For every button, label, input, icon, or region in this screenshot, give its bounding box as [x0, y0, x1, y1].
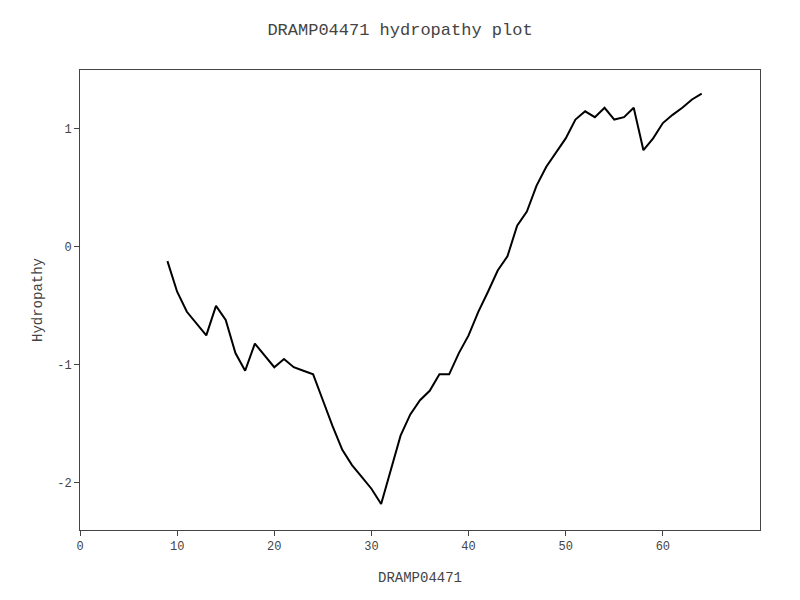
svg-text:DRAMP04471 hydropathy plot: DRAMP04471 hydropathy plot [267, 21, 532, 40]
svg-text:-1: -1 [57, 359, 71, 373]
svg-text:1: 1 [64, 123, 71, 137]
svg-text:-2: -2 [57, 477, 71, 491]
svg-text:30: 30 [364, 540, 378, 554]
svg-text:DRAMP04471: DRAMP04471 [378, 570, 462, 586]
svg-text:20: 20 [267, 540, 281, 554]
svg-text:0: 0 [64, 241, 71, 255]
svg-text:10: 10 [170, 540, 184, 554]
svg-text:60: 60 [656, 540, 670, 554]
svg-text:Hydropathy: Hydropathy [30, 258, 46, 342]
svg-text:40: 40 [461, 540, 475, 554]
svg-text:50: 50 [559, 540, 573, 554]
svg-text:0: 0 [76, 540, 83, 554]
